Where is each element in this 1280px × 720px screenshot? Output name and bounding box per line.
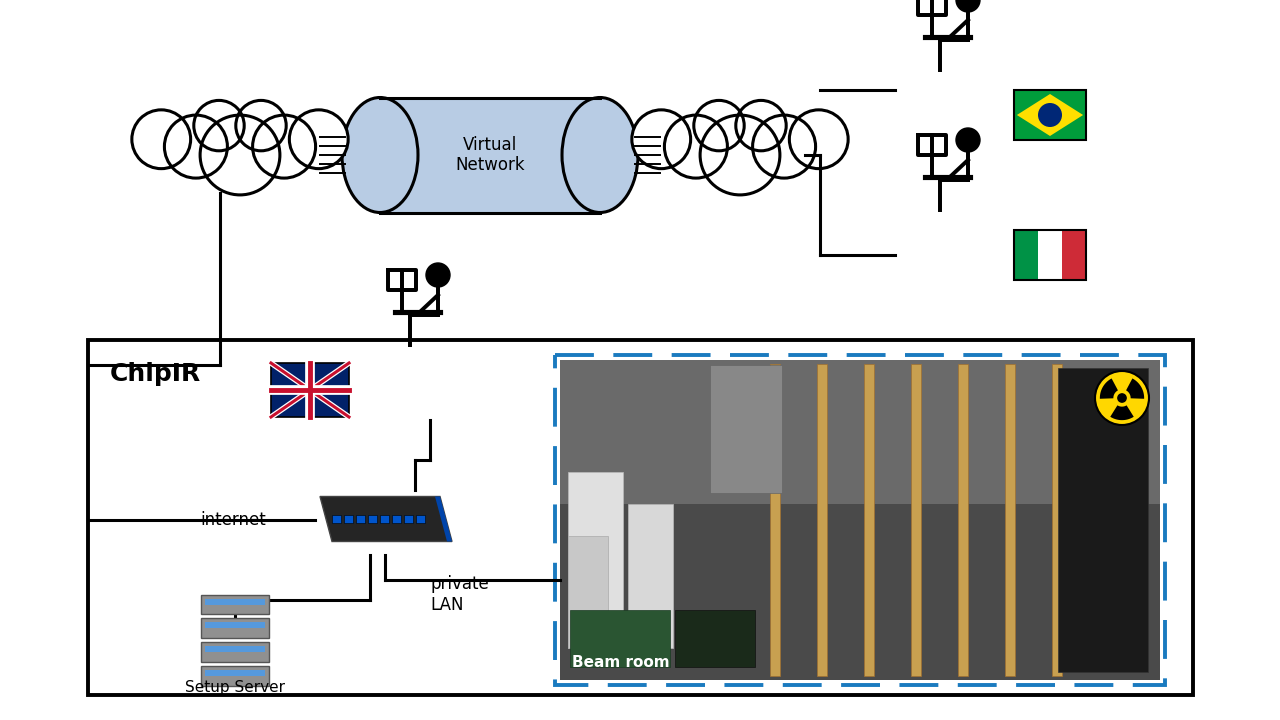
Bar [88,340,1193,695]
Circle shape [700,115,780,195]
Polygon shape [320,497,452,541]
Circle shape [236,100,287,150]
Bar [628,504,673,648]
Bar [1014,230,1038,280]
Text: private
LAN: private LAN [430,575,489,613]
Text: internet: internet [200,511,266,529]
Bar [380,97,600,212]
Bar [332,515,340,523]
Bar [201,618,269,638]
Polygon shape [1016,94,1083,136]
Text: Virtual
Network: Virtual Network [456,135,525,174]
Bar [205,646,265,652]
Bar [1014,90,1085,140]
Bar [404,515,413,523]
Circle shape [200,115,280,195]
Circle shape [289,110,348,168]
Bar [1052,364,1062,676]
Bar [416,515,425,523]
Bar [369,515,378,523]
Circle shape [694,100,744,150]
Bar [771,364,780,676]
Bar [356,515,365,523]
Bar [201,642,269,662]
Circle shape [956,0,980,12]
Bar [556,355,1165,685]
Circle shape [664,115,727,178]
Circle shape [132,110,191,168]
Circle shape [164,115,228,178]
Bar [1062,230,1085,280]
Bar [392,515,401,523]
Circle shape [426,263,451,287]
Bar [561,360,1160,504]
Bar [864,364,874,676]
Bar [205,670,265,676]
Polygon shape [1126,379,1144,399]
Bar [344,515,353,523]
Ellipse shape [342,97,419,212]
Text: Beam room: Beam room [572,655,669,670]
Polygon shape [435,497,452,541]
Bar [201,595,269,614]
Circle shape [790,110,849,168]
Bar [1005,364,1015,676]
Polygon shape [1100,379,1117,399]
Bar [817,364,827,676]
Bar [1059,368,1148,672]
Text: ChipIR: ChipIR [110,362,201,386]
Bar [570,610,669,667]
Circle shape [252,115,316,178]
Bar [675,610,755,667]
Bar [568,472,623,648]
Circle shape [736,100,786,150]
Circle shape [1038,103,1062,127]
Bar [205,622,265,629]
Bar [710,365,782,493]
Bar [568,536,608,648]
Circle shape [753,115,815,178]
Circle shape [632,110,691,168]
Bar [205,598,265,605]
Text: Setup Server: Setup Server [186,680,285,695]
Ellipse shape [562,97,637,212]
Bar [1014,230,1085,280]
Circle shape [1094,371,1149,425]
Bar [271,363,349,417]
Circle shape [956,128,980,152]
Polygon shape [1110,405,1134,420]
Circle shape [1117,393,1126,403]
Bar [561,360,1160,680]
Bar [201,666,269,685]
Bar [911,364,922,676]
Bar [1038,230,1062,280]
Circle shape [193,100,244,150]
Bar [957,364,968,676]
Bar [380,515,389,523]
